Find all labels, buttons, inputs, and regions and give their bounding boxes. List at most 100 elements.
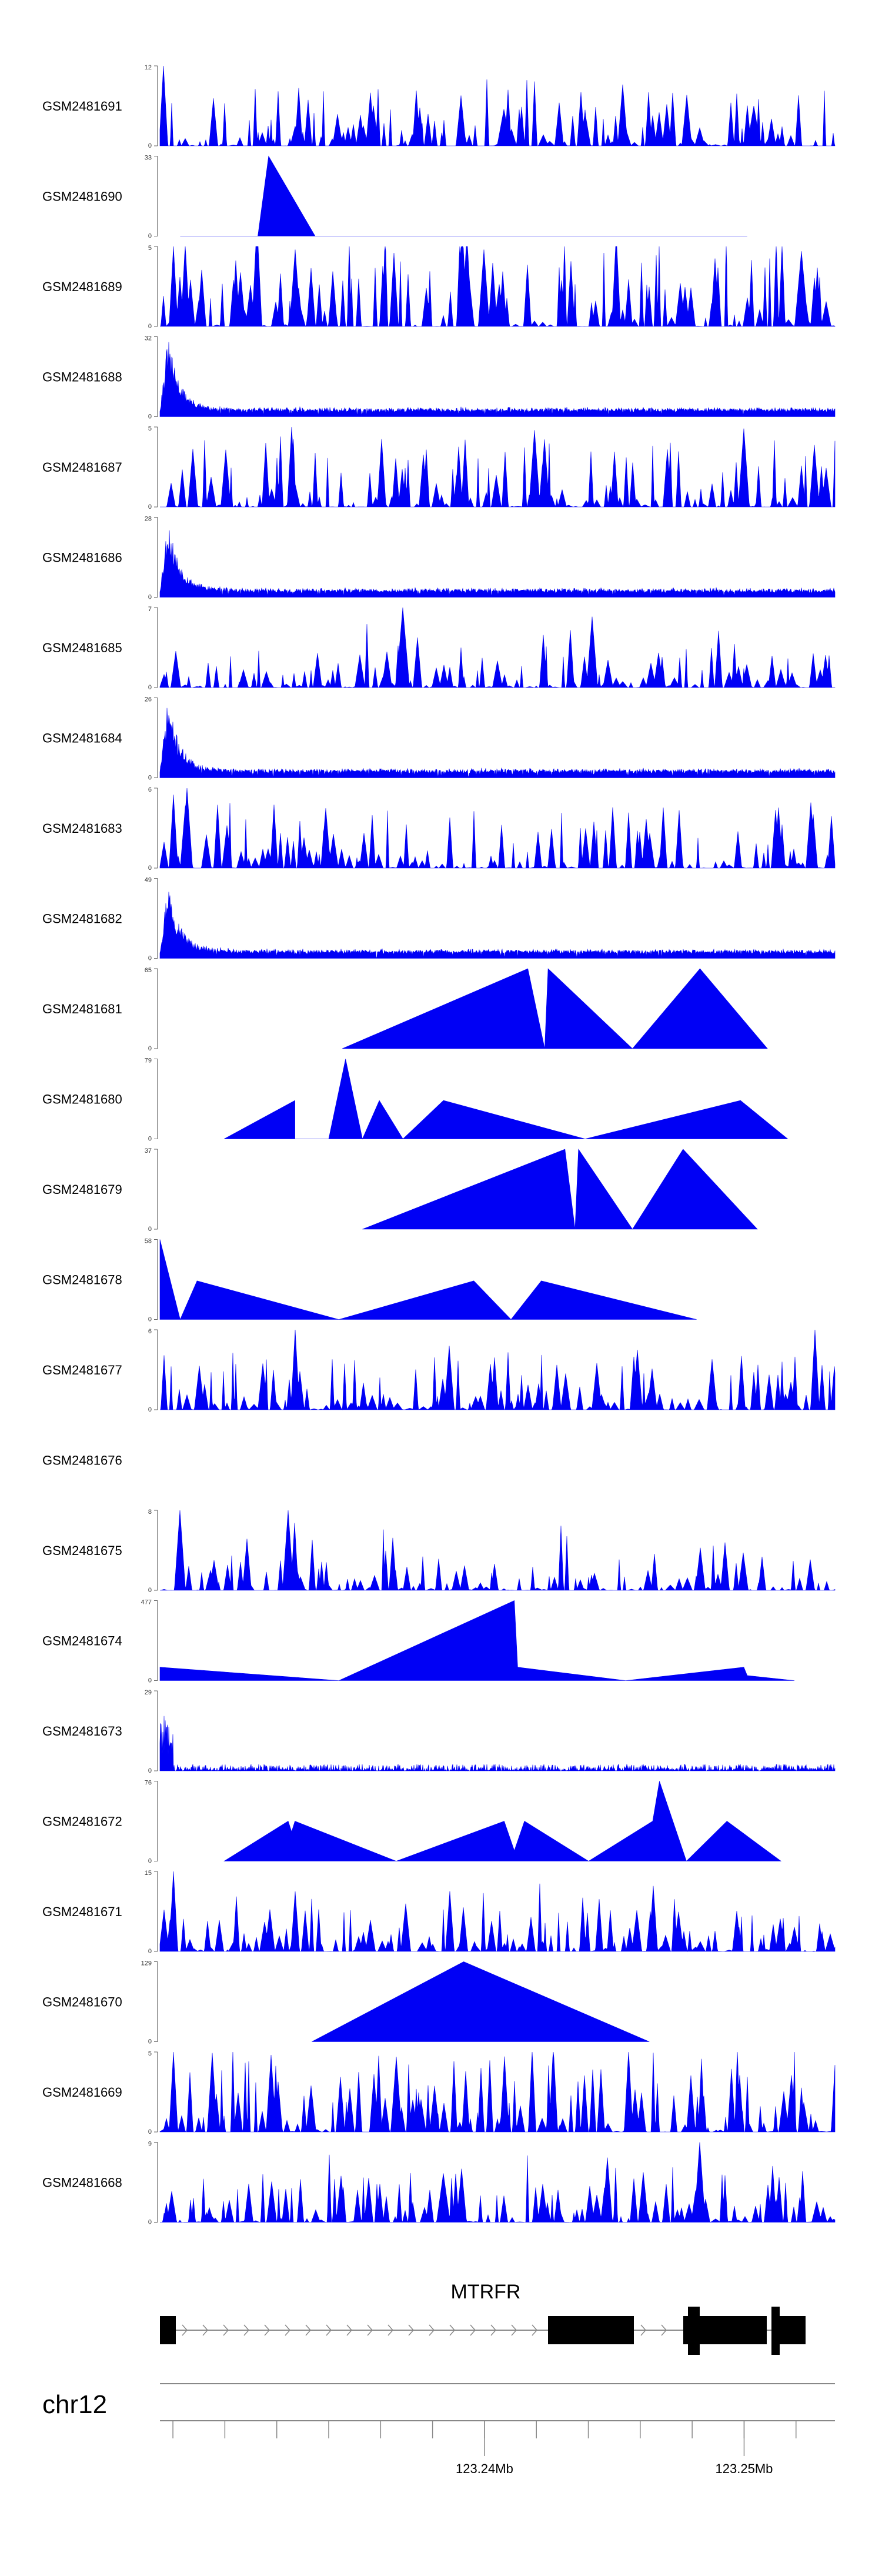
strand-arrow bbox=[470, 2324, 476, 2336]
y-max-label: 58 bbox=[145, 1238, 152, 1245]
track-GSM2481672: GSM2481672 76 0 bbox=[42, 1780, 782, 1865]
strand-arrow bbox=[202, 2324, 209, 2336]
chromosome-label: chr12 bbox=[42, 2390, 107, 2419]
exon-2 bbox=[548, 2316, 634, 2344]
y-min-label: 0 bbox=[148, 1948, 152, 1955]
track-GSM2481687: GSM2481687 5 0 bbox=[42, 425, 836, 510]
y-min-label: 0 bbox=[148, 1316, 152, 1323]
signal-area bbox=[159, 530, 836, 598]
strand-arrow bbox=[285, 2324, 291, 2336]
y-min-label: 0 bbox=[148, 323, 152, 330]
track-GSM2481688: GSM2481688 32 0 bbox=[42, 335, 836, 421]
track-label: GSM2481676 bbox=[42, 1453, 122, 1468]
exon-4-cds bbox=[771, 2307, 780, 2355]
exon-1 bbox=[160, 2316, 176, 2344]
signal-area bbox=[159, 788, 836, 869]
y-max-label: 5 bbox=[148, 2050, 152, 2057]
y-max-label: 28 bbox=[145, 516, 152, 523]
track-GSM2481691: GSM2481691 12 0 bbox=[42, 64, 836, 149]
y-max-label: 477 bbox=[141, 1599, 152, 1606]
signal-area bbox=[160, 1329, 836, 1410]
strand-arrow bbox=[640, 2324, 647, 2336]
track-label: GSM2481668 bbox=[42, 2175, 122, 2190]
track-label: GSM2481671 bbox=[42, 1904, 122, 1919]
track-label: GSM2481680 bbox=[42, 1092, 122, 1107]
y-min-label: 0 bbox=[148, 1136, 152, 1143]
track-GSM2481668: GSM2481668 9 0 bbox=[42, 2141, 836, 2226]
axis-tick-labels: 123.24Mb 123.25Mb bbox=[456, 2421, 773, 2476]
exon-3-cds bbox=[688, 2307, 700, 2355]
strand-arrow bbox=[490, 2324, 497, 2336]
y-max-label: 76 bbox=[145, 1780, 152, 1787]
y-max-label: 32 bbox=[145, 335, 152, 342]
track-label: GSM2481669 bbox=[42, 2085, 122, 2100]
strand-arrow bbox=[511, 2324, 517, 2336]
track-label: GSM2481679 bbox=[42, 1182, 122, 1197]
track-label: GSM2481686 bbox=[42, 550, 122, 565]
track-label: GSM2481691 bbox=[42, 99, 122, 114]
strand-arrow bbox=[408, 2324, 415, 2336]
track-label: GSM2481682 bbox=[42, 912, 122, 926]
signal-area bbox=[223, 1059, 789, 1140]
y-max-label: 29 bbox=[145, 1689, 152, 1696]
signal-area bbox=[160, 246, 836, 327]
strand-arrow bbox=[243, 2324, 250, 2336]
data-tracks: GSM2481691120GSM2481690330GSM248168950GS… bbox=[42, 64, 836, 2226]
axis-tick-label: 123.24Mb bbox=[456, 2461, 513, 2476]
track-label: GSM2481678 bbox=[42, 1273, 122, 1287]
track-label: GSM2481670 bbox=[42, 1995, 122, 2010]
strand-arrow bbox=[264, 2324, 270, 2336]
strand-arrow bbox=[429, 2324, 435, 2336]
track-GSM2481676: GSM2481676 bbox=[42, 1453, 122, 1468]
track-GSM2481683: GSM2481683 6 0 bbox=[42, 786, 836, 872]
signal-area bbox=[159, 2051, 836, 2133]
signal-area bbox=[159, 708, 836, 778]
track-label: GSM2481681 bbox=[42, 1002, 122, 1016]
y-max-label: 65 bbox=[145, 967, 152, 974]
y-max-label: 5 bbox=[148, 425, 152, 432]
y-min-label: 0 bbox=[148, 1406, 152, 1413]
y-min-label: 0 bbox=[148, 865, 152, 872]
signal-area bbox=[160, 1510, 836, 1591]
track-GSM2481674: GSM2481674 477 0 bbox=[42, 1599, 795, 1684]
signal-area bbox=[159, 65, 836, 146]
y-max-label: 129 bbox=[141, 1960, 152, 1967]
y-min-label: 0 bbox=[148, 955, 152, 962]
strand-arrow bbox=[387, 2324, 394, 2336]
track-GSM2481684: GSM2481684 26 0 bbox=[42, 696, 836, 782]
track-label: GSM2481684 bbox=[42, 731, 122, 746]
track-GSM2481689: GSM2481689 5 0 bbox=[42, 245, 836, 330]
y-max-label: 9 bbox=[148, 2141, 152, 2148]
gene-annotation-track: MTRFR bbox=[160, 2281, 806, 2355]
y-min-label: 0 bbox=[148, 1677, 152, 1684]
y-min-label: 0 bbox=[148, 1045, 152, 1052]
track-GSM2481671: GSM2481671 15 0 bbox=[42, 1870, 836, 1955]
signal-area bbox=[159, 1871, 836, 1953]
track-GSM2481677: GSM2481677 6 0 bbox=[42, 1328, 836, 1413]
y-max-label: 33 bbox=[145, 155, 152, 162]
signal-area bbox=[159, 607, 836, 688]
signal-area bbox=[223, 1781, 782, 1862]
y-max-label: 6 bbox=[148, 1328, 152, 1335]
signal-area bbox=[180, 155, 747, 236]
signal-area bbox=[160, 2142, 836, 2223]
y-min-label: 0 bbox=[148, 1226, 152, 1233]
track-label: GSM2481690 bbox=[42, 189, 122, 204]
signal-area bbox=[160, 426, 836, 508]
y-max-label: 15 bbox=[145, 1870, 152, 1877]
y-min-label: 0 bbox=[148, 142, 152, 149]
y-max-label: 7 bbox=[148, 606, 152, 613]
y-max-label: 8 bbox=[148, 1509, 152, 1516]
track-GSM2481682: GSM2481682 49 0 bbox=[42, 877, 836, 962]
track-label: GSM2481689 bbox=[42, 279, 122, 294]
track-label: GSM2481672 bbox=[42, 1814, 122, 1829]
strand-arrow bbox=[305, 2324, 312, 2336]
strand-arrow bbox=[326, 2324, 332, 2336]
y-min-label: 0 bbox=[148, 1587, 152, 1594]
track-label: GSM2481674 bbox=[42, 1634, 122, 1649]
track-label: GSM2481687 bbox=[42, 460, 122, 475]
track-GSM2481686: GSM2481686 28 0 bbox=[42, 516, 836, 601]
strand-arrow bbox=[661, 2324, 667, 2336]
y-min-label: 0 bbox=[148, 775, 152, 782]
track-label: GSM2481675 bbox=[42, 1543, 122, 1558]
